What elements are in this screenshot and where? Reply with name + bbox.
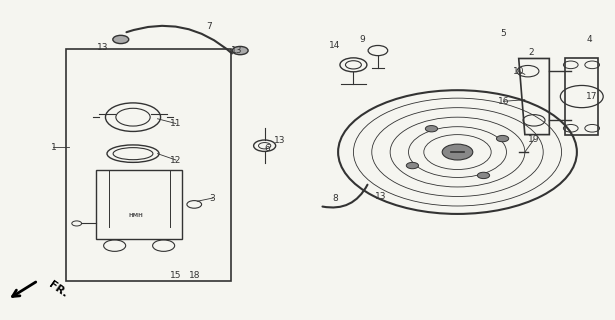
- Circle shape: [426, 125, 438, 132]
- Circle shape: [232, 46, 248, 55]
- Text: 18: 18: [188, 271, 200, 280]
- Text: 5: 5: [501, 28, 506, 38]
- Text: 13: 13: [97, 43, 108, 52]
- Text: 14: 14: [330, 41, 341, 50]
- Circle shape: [407, 162, 419, 169]
- Text: 12: 12: [170, 156, 181, 164]
- Text: 15: 15: [170, 271, 181, 280]
- Text: 19: 19: [528, 135, 540, 144]
- Circle shape: [477, 172, 490, 179]
- Text: 13: 13: [375, 192, 387, 201]
- Bar: [97, 170, 182, 239]
- Text: 16: 16: [498, 97, 509, 106]
- Text: 13: 13: [231, 46, 243, 55]
- Text: 2: 2: [528, 48, 534, 57]
- Bar: [66, 49, 231, 281]
- Text: 10: 10: [513, 67, 525, 76]
- Text: HMH: HMH: [129, 213, 143, 218]
- Text: 3: 3: [210, 194, 215, 203]
- Text: 7: 7: [207, 22, 212, 31]
- Circle shape: [442, 144, 473, 160]
- Text: 8: 8: [332, 194, 338, 203]
- Circle shape: [113, 35, 129, 44]
- Text: 1: 1: [50, 143, 57, 152]
- Text: 17: 17: [587, 92, 598, 101]
- Text: 6: 6: [265, 144, 271, 153]
- Text: FR.: FR.: [47, 279, 70, 299]
- Text: 4: 4: [586, 35, 592, 44]
- Circle shape: [496, 135, 509, 142]
- Text: 9: 9: [360, 35, 365, 44]
- Text: 11: 11: [170, 119, 181, 128]
- Text: 13: 13: [274, 136, 286, 146]
